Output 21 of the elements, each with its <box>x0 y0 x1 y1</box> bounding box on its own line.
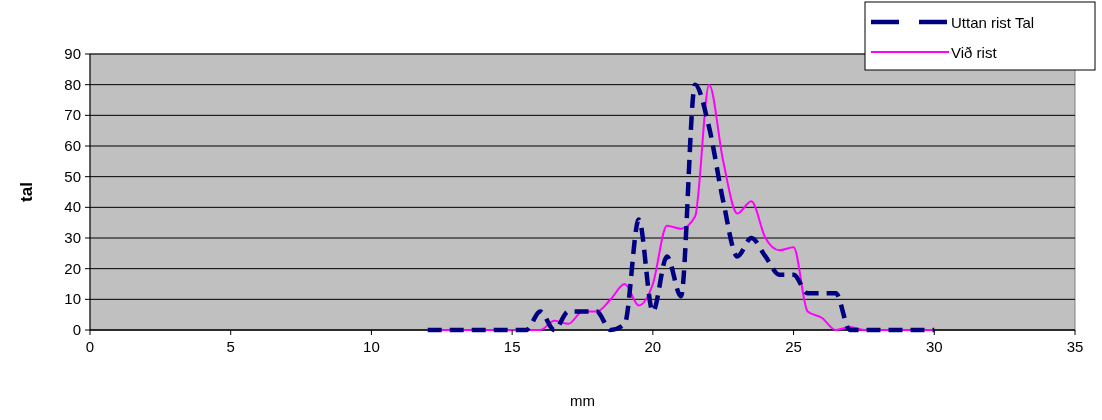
y-tick-label: 0 <box>72 321 81 338</box>
x-axis-title: mm <box>570 392 595 409</box>
y-tick-label: 40 <box>64 198 81 216</box>
y-axis-title: tal <box>17 182 36 202</box>
x-tick-label: 25 <box>785 338 802 355</box>
y-tick-label: 30 <box>64 229 81 246</box>
x-tick-label: 5 <box>226 338 235 355</box>
x-tick-label: 10 <box>363 338 380 355</box>
legend: Uttan rist Tal Við rist <box>864 1 1096 71</box>
x-tick-label: 0 <box>85 338 95 355</box>
x-tick-label: 30 <box>925 338 943 355</box>
x-tick-label: 15 <box>503 338 521 355</box>
y-tick-label: 60 <box>64 137 81 154</box>
y-tick-label: 80 <box>64 75 81 93</box>
x-tick-label: 35 <box>1066 338 1084 355</box>
y-tick-label: 90 <box>64 45 81 62</box>
y-tick-label: 70 <box>64 106 81 124</box>
y-tick-label: 10 <box>64 290 81 308</box>
y-tick-label: 50 <box>64 167 81 185</box>
y-tick-label: 20 <box>64 259 81 277</box>
x-tick-label: 20 <box>644 338 662 355</box>
